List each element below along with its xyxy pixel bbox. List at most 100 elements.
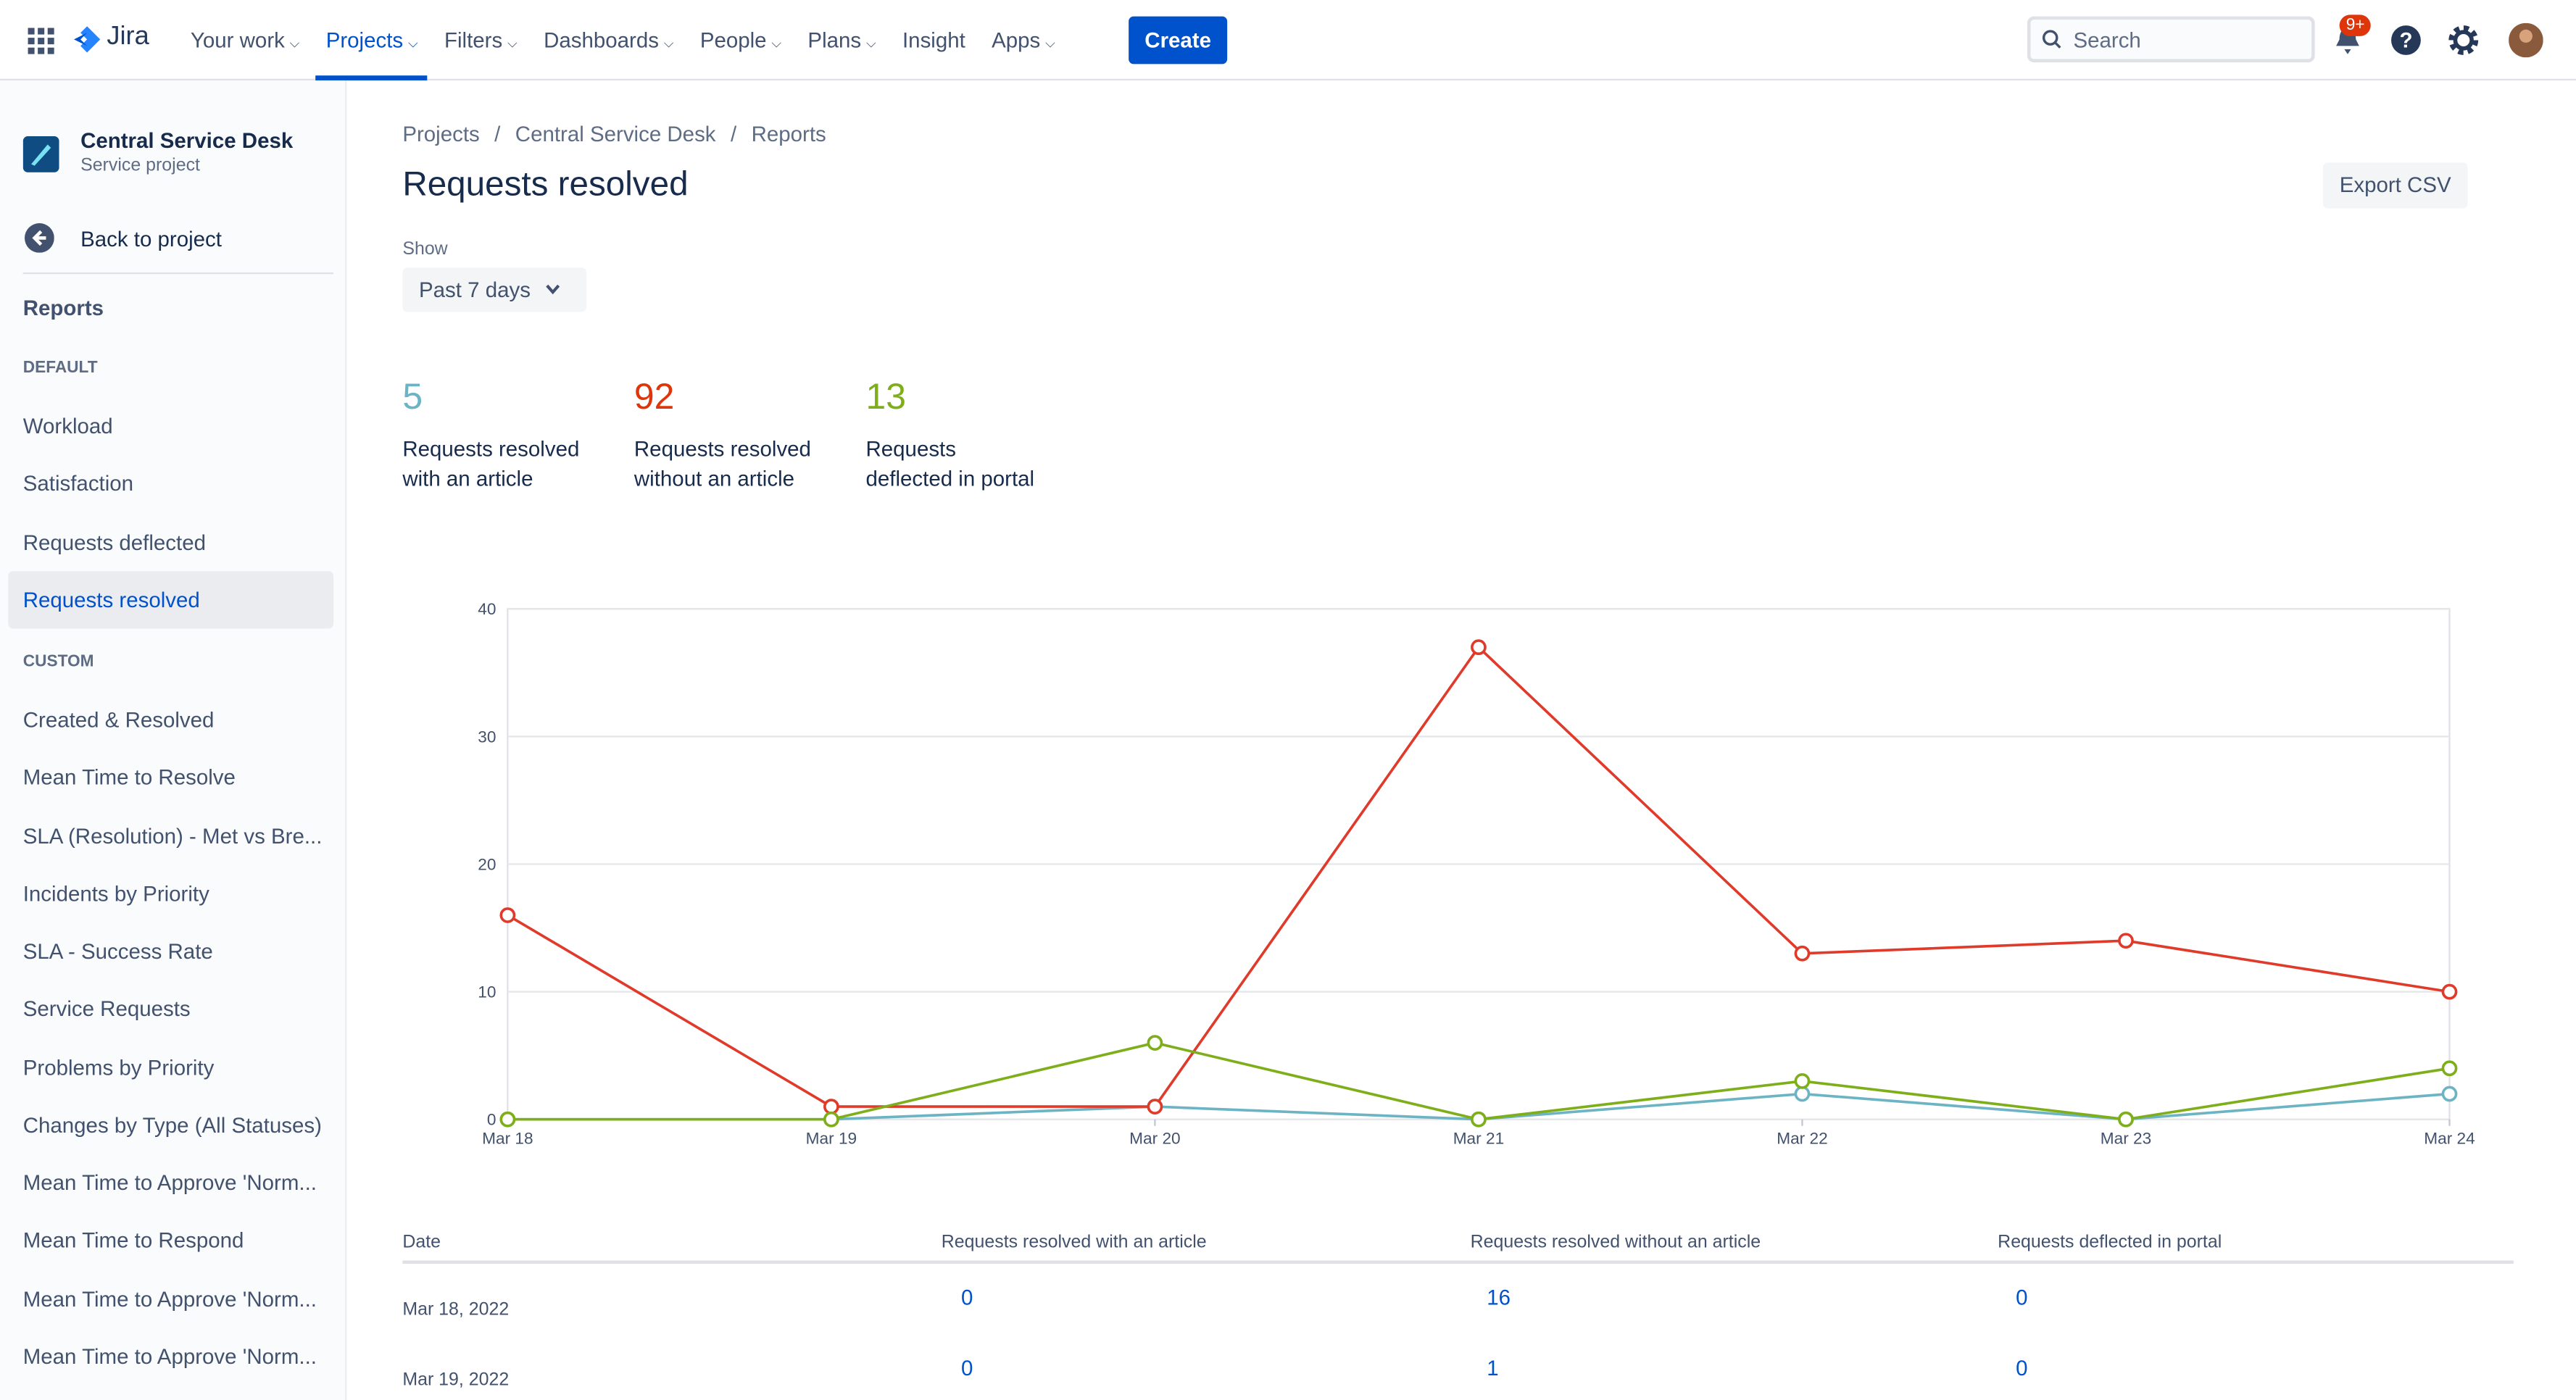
chevron: ⌵	[507, 36, 518, 51]
cell-date: Mar 18, 2022	[402, 1299, 510, 1320]
x-tick-label: Mar 23	[2101, 1129, 2151, 1148]
search-icon	[2042, 30, 2061, 49]
cell-value[interactable]: 0	[960, 1355, 973, 1380]
cell-value[interactable]: 0	[2016, 1355, 2028, 1380]
sidebar-item[interactable]: Changes by Type (All Statuses)	[22, 1112, 322, 1138]
summary-value: 5	[402, 375, 423, 417]
data-point	[823, 1099, 839, 1114]
column-header: Requests deflected in portal	[1998, 1233, 2222, 1253]
data-point	[2118, 933, 2134, 949]
section-heading: DEFAULT	[22, 359, 98, 378]
chevron: ⌵	[289, 36, 300, 51]
chevron: ⌵	[865, 36, 876, 51]
data-point	[2118, 1111, 2134, 1128]
period-value: Past 7 days	[418, 277, 531, 302]
sidebar-item[interactable]: Incidents by Priority	[22, 880, 209, 906]
cell-value[interactable]: 16	[1487, 1285, 1511, 1310]
sidebar: Central Service Desk Service project Bac…	[0, 80, 347, 1400]
data-point	[1471, 639, 1487, 656]
summary-value: 13	[865, 375, 906, 417]
x-tick-label: Mar 20	[1129, 1129, 1180, 1148]
help-icon[interactable]: ?	[2390, 25, 2422, 56]
sidebar-item[interactable]: Satisfaction	[22, 471, 134, 496]
cell-value[interactable]: 0	[960, 1285, 973, 1310]
x-tick-label: Mar 22	[1777, 1129, 1827, 1148]
product-name[interactable]: Jira	[107, 22, 149, 51]
nav-label: Your work	[190, 28, 285, 53]
column-header: Requests resolved without an article	[1470, 1233, 1761, 1253]
nav-label: Insight	[902, 28, 965, 53]
project-name: Central Service Desk	[80, 128, 294, 153]
back-link[interactable]: Back to project	[80, 226, 222, 251]
chevron: ⌵	[1045, 36, 1055, 51]
sidebar-item[interactable]: Mean Time to Approve 'Norm...	[22, 1343, 317, 1369]
nav-item[interactable]: People ⌵	[687, 0, 795, 80]
sidebar-item[interactable]: Service Requests	[22, 996, 191, 1022]
sidebar-item[interactable]: Mean Time to Resolve	[22, 765, 236, 791]
sidebar-item[interactable]: Problems by Priority	[22, 1054, 215, 1080]
avatar[interactable]	[2509, 22, 2543, 58]
cell-date: Mar 19, 2022	[402, 1370, 510, 1391]
nav-item[interactable]: Apps ⌵	[979, 0, 1068, 80]
notification-badge: 9+	[2339, 14, 2372, 36]
sidebar-item[interactable]: Mean Time to Approve 'Norm...	[22, 1286, 317, 1311]
chevron: ⌵	[771, 36, 782, 51]
summary-label: Requests resolved without an article	[633, 436, 811, 491]
breadcrumb[interactable]: Central Service Desk	[515, 121, 716, 146]
nav-label: Dashboards	[544, 28, 659, 53]
breadcrumb[interactable]: Projects	[402, 121, 480, 146]
column-header: Requests resolved with an article	[941, 1233, 1207, 1253]
breadcrumbs: Projects / Central Service Desk / Reports	[402, 122, 826, 146]
data-point	[1471, 1111, 1487, 1128]
data-point	[1794, 1086, 1811, 1102]
sidebar-item[interactable]: Requests deflected	[22, 529, 206, 554]
column-header: Date	[402, 1233, 441, 1253]
separator: /	[730, 121, 737, 146]
data-point	[1147, 1035, 1163, 1051]
x-tick-label: Mar 24	[2424, 1129, 2475, 1148]
data-point	[499, 1111, 516, 1128]
sidebar-item[interactable]: Workload	[22, 413, 113, 438]
sidebar-item[interactable]: Created & Resolved	[22, 707, 215, 733]
sidebar-item[interactable]: Mean Time to Approve 'Norm...	[22, 1170, 317, 1195]
export-button[interactable]: Export CSV	[2322, 162, 2468, 209]
sidebar-item[interactable]: SLA - Success Rate	[22, 938, 213, 964]
nav-item[interactable]: Your work ⌵	[178, 0, 313, 80]
sidebar-item[interactable]: SLA (Resolution) - Met vs Bre...	[22, 822, 323, 848]
period-select[interactable]: Past 7 days	[402, 267, 587, 312]
summary-label: Requests resolved with an article	[402, 436, 580, 491]
svg-text:?: ?	[2399, 29, 2412, 53]
cell-value[interactable]: 1	[1487, 1355, 1499, 1380]
nav-item[interactable]: Insight	[889, 0, 979, 80]
nav-item[interactable]: Filters ⌵	[431, 0, 531, 80]
project-type: Service project	[80, 156, 200, 176]
settings-icon[interactable]	[2448, 25, 2479, 56]
nav-item[interactable]: Plans ⌵	[794, 0, 889, 80]
app-switcher[interactable]	[28, 28, 54, 54]
search-box[interactable]: Search	[2027, 16, 2315, 63]
data-point	[2441, 983, 2458, 1000]
nav-item[interactable]: Projects ⌵	[313, 0, 431, 80]
sidebar-item[interactable]: Requests resolved	[8, 570, 334, 628]
jira-logo[interactable]	[72, 26, 102, 56]
data-point	[2441, 1060, 2458, 1077]
back-icon[interactable]	[24, 223, 54, 253]
x-tick-label: Mar 19	[806, 1129, 857, 1148]
y-tick-label: 20	[478, 854, 496, 873]
search-placeholder: Search	[2073, 28, 2141, 53]
sidebar-item[interactable]: Mean Time to Respond	[22, 1228, 244, 1253]
nav-item[interactable]: Dashboards ⌵	[531, 0, 687, 80]
x-tick-label: Mar 18	[482, 1129, 533, 1148]
reports-heading: Reports	[22, 295, 104, 320]
chevron: ⌵	[663, 36, 674, 51]
breadcrumb[interactable]: Reports	[751, 121, 826, 146]
separator: /	[494, 121, 501, 146]
create-button[interactable]: Create	[1129, 16, 1228, 64]
nav-label: Filters	[444, 28, 503, 53]
cell-value[interactable]: 0	[2016, 1285, 2028, 1310]
data-point	[1794, 945, 1811, 962]
summary-value: 92	[633, 375, 675, 417]
